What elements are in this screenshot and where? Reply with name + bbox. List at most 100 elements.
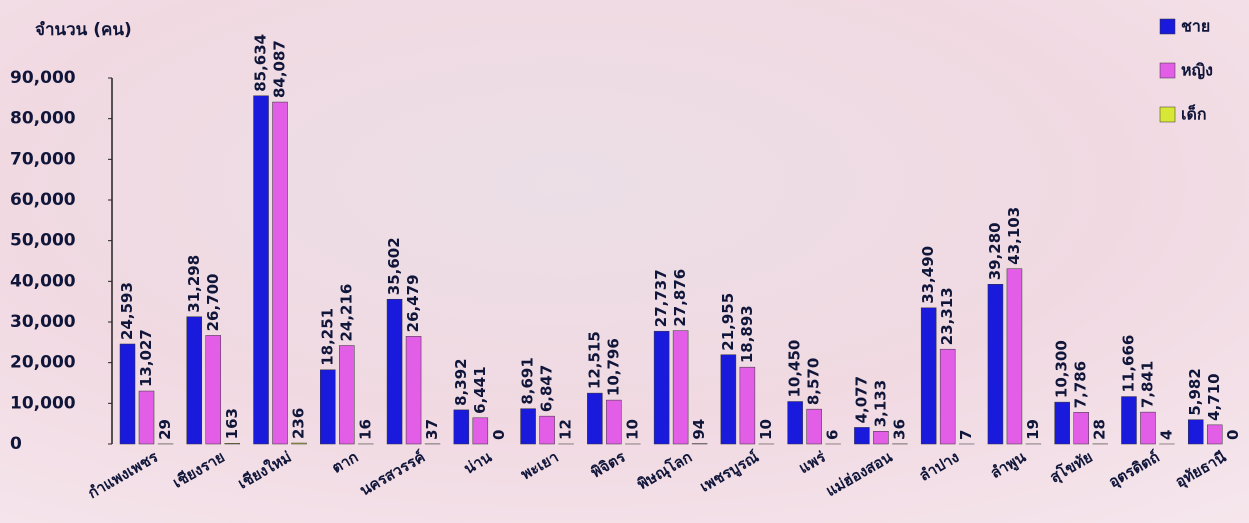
value-label: 27,737 <box>652 269 670 327</box>
bar <box>272 101 288 445</box>
bar <box>739 366 756 445</box>
value-label: 163 <box>223 408 241 439</box>
bar <box>854 427 870 445</box>
value-label: 39,280 <box>986 222 1004 280</box>
legend-label: หญิง <box>1181 61 1213 81</box>
value-label: 6,441 <box>471 366 489 413</box>
value-label: 10,796 <box>604 338 622 396</box>
bar <box>520 408 536 445</box>
value-label: 31,298 <box>185 255 203 313</box>
bar <box>138 390 155 445</box>
value-label: 29 <box>156 419 174 440</box>
bar <box>386 298 403 445</box>
bar <box>186 316 203 445</box>
bar <box>987 284 1004 445</box>
y-tick-label: 30,000 <box>10 312 76 332</box>
value-label: 8,392 <box>452 358 470 405</box>
value-label: 18,251 <box>318 308 336 366</box>
value-label: 4,710 <box>1205 373 1223 420</box>
value-label: 236 <box>290 408 308 439</box>
bar <box>205 335 222 445</box>
y-tick-label: 0 <box>10 434 22 454</box>
value-label: 94 <box>690 419 708 440</box>
value-label: 8,691 <box>519 357 537 404</box>
value-label: 24,216 <box>337 284 355 342</box>
bar <box>1054 401 1070 445</box>
bar <box>1006 268 1023 445</box>
value-label: 12 <box>557 419 575 440</box>
y-tick-label: 60,000 <box>10 190 76 210</box>
value-label: 35,602 <box>385 237 403 295</box>
bar <box>806 408 822 445</box>
legend-label: ชาย <box>1181 17 1210 36</box>
value-label: 21,955 <box>719 293 737 351</box>
bar <box>1121 396 1137 445</box>
bar <box>224 443 241 445</box>
bar <box>672 330 689 445</box>
legend-swatch <box>1159 18 1176 35</box>
value-label: 4 <box>1157 430 1175 440</box>
value-label: 10 <box>623 419 641 440</box>
y-axis-label: จำนวน (คน) <box>35 20 132 40</box>
bar <box>339 345 355 445</box>
value-label: 0 <box>490 430 508 440</box>
value-label: 13,027 <box>137 329 155 387</box>
value-label: 28 <box>1091 419 1109 440</box>
bar <box>119 343 136 445</box>
value-label: 10,450 <box>786 340 804 398</box>
value-label: 27,876 <box>671 269 689 327</box>
legend-label: เด็ก <box>1181 103 1207 124</box>
bar <box>873 431 889 445</box>
bar <box>320 369 336 445</box>
y-tick-label: 80,000 <box>10 109 76 129</box>
value-label: 23,313 <box>938 287 956 345</box>
bar <box>920 307 937 445</box>
value-label: 26,700 <box>204 274 222 332</box>
value-label: 19 <box>1024 419 1042 440</box>
bar <box>720 354 737 445</box>
value-label: 7,786 <box>1072 361 1090 408</box>
bar <box>472 417 489 445</box>
bar <box>291 442 307 445</box>
value-label: 18,893 <box>738 305 756 363</box>
bar <box>939 348 956 445</box>
value-label: 6 <box>824 430 842 440</box>
value-label: 24,593 <box>118 282 136 340</box>
value-label: 7,841 <box>1138 361 1156 408</box>
value-label: 10 <box>757 419 775 440</box>
value-label: 85,634 <box>252 34 270 92</box>
value-label: 3,133 <box>871 380 889 427</box>
bar <box>587 392 603 445</box>
bar <box>1140 411 1156 445</box>
value-label: 7 <box>957 430 975 440</box>
value-label: 6,847 <box>538 365 556 412</box>
legend-swatch <box>1159 62 1176 79</box>
value-label: 16 <box>356 419 374 440</box>
y-tick-label: 40,000 <box>10 271 76 291</box>
value-label: 4,077 <box>852 376 870 423</box>
value-label: 37 <box>423 419 441 440</box>
bar <box>787 401 803 445</box>
y-tick-label: 10,000 <box>10 393 76 413</box>
bar <box>405 336 422 445</box>
value-label: 36 <box>890 419 908 440</box>
value-label: 5,982 <box>1186 368 1204 415</box>
value-label: 26,479 <box>404 274 422 332</box>
legend-swatch <box>1159 106 1176 123</box>
y-tick-label: 70,000 <box>10 149 76 169</box>
y-tick-label: 20,000 <box>10 353 76 373</box>
bar <box>606 399 622 445</box>
value-label: 11,666 <box>1119 335 1137 393</box>
value-label: 12,515 <box>585 331 603 389</box>
bar <box>253 95 269 445</box>
value-label: 43,103 <box>1005 207 1023 265</box>
bar <box>539 415 555 445</box>
bar <box>453 409 470 445</box>
bar <box>1073 412 1089 445</box>
value-label: 8,570 <box>805 358 823 405</box>
bar <box>653 330 670 445</box>
y-tick-label: 90,000 <box>10 68 76 88</box>
bar <box>1187 419 1204 445</box>
value-label: 10,300 <box>1053 340 1071 398</box>
